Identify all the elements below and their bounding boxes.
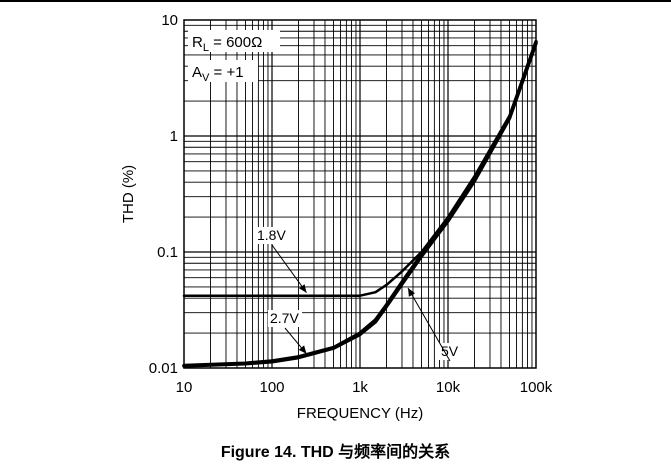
plot-frame xyxy=(183,19,537,369)
condition-gain-prefix: A xyxy=(192,64,202,81)
annotation-2-7v-arrowhead xyxy=(298,345,307,354)
annotation-1-8v-arrowhead xyxy=(299,284,307,293)
condition-load-background xyxy=(188,30,280,52)
annotation-5v-leader xyxy=(407,287,451,362)
annotation-5v-arrowhead xyxy=(407,287,415,297)
condition-load-prefix: R xyxy=(192,34,203,51)
y-tick-label: 1 xyxy=(170,128,178,145)
y-tick-labels: 0.01 0.1 1 10 xyxy=(149,12,178,377)
y-tick-label: 10 xyxy=(161,12,178,29)
thd-vs-frequency-chart: 10 100 1k 10k 100k 0.01 0.1 1 10 FREQUENCY (Hz)… xyxy=(120,12,553,422)
top-rule xyxy=(0,0,671,2)
series-line-5v xyxy=(182,41,538,368)
x-axis-label: FREQUENCY (Hz) xyxy=(297,405,423,422)
condition-load-sub: L xyxy=(203,42,209,54)
condition-gain-value: = +1 xyxy=(209,64,243,81)
x-tick-label: 100 xyxy=(259,379,284,396)
condition-gain-sub: V xyxy=(202,72,210,84)
annotation-2-7v-background xyxy=(268,310,302,327)
condition-gain: AV = +1 xyxy=(192,64,244,84)
x-tick-label: 10 xyxy=(176,379,193,396)
condition-gain-background xyxy=(188,60,258,82)
x-tick-label: 10k xyxy=(436,379,461,396)
annotation-5v-background xyxy=(439,343,461,360)
annotation-1-8v-leader xyxy=(271,244,307,293)
annotation-5v: 5V xyxy=(441,343,459,359)
y-axis-label: THD (%) xyxy=(120,165,137,223)
annotation-1-8v: 1.8V xyxy=(257,227,286,243)
condition-load: RL = 600Ω xyxy=(192,34,262,54)
condition-load-value: = 600Ω xyxy=(209,34,262,51)
x-tick-labels: 10 100 1k 10k 100k xyxy=(176,379,553,396)
x-tick-label: 1k xyxy=(352,379,368,396)
grid xyxy=(184,20,536,368)
x-tick-label: 100k xyxy=(520,379,553,396)
y-tick-label: 0.01 xyxy=(149,360,178,377)
figure-caption: Figure 14. THD 与频率间的关系 xyxy=(220,444,451,461)
curves xyxy=(182,39,538,368)
annotation-1-8v-background xyxy=(255,227,289,244)
y-tick-label: 0.1 xyxy=(157,244,178,261)
annotation-2-7v: 2.7V xyxy=(270,310,299,326)
